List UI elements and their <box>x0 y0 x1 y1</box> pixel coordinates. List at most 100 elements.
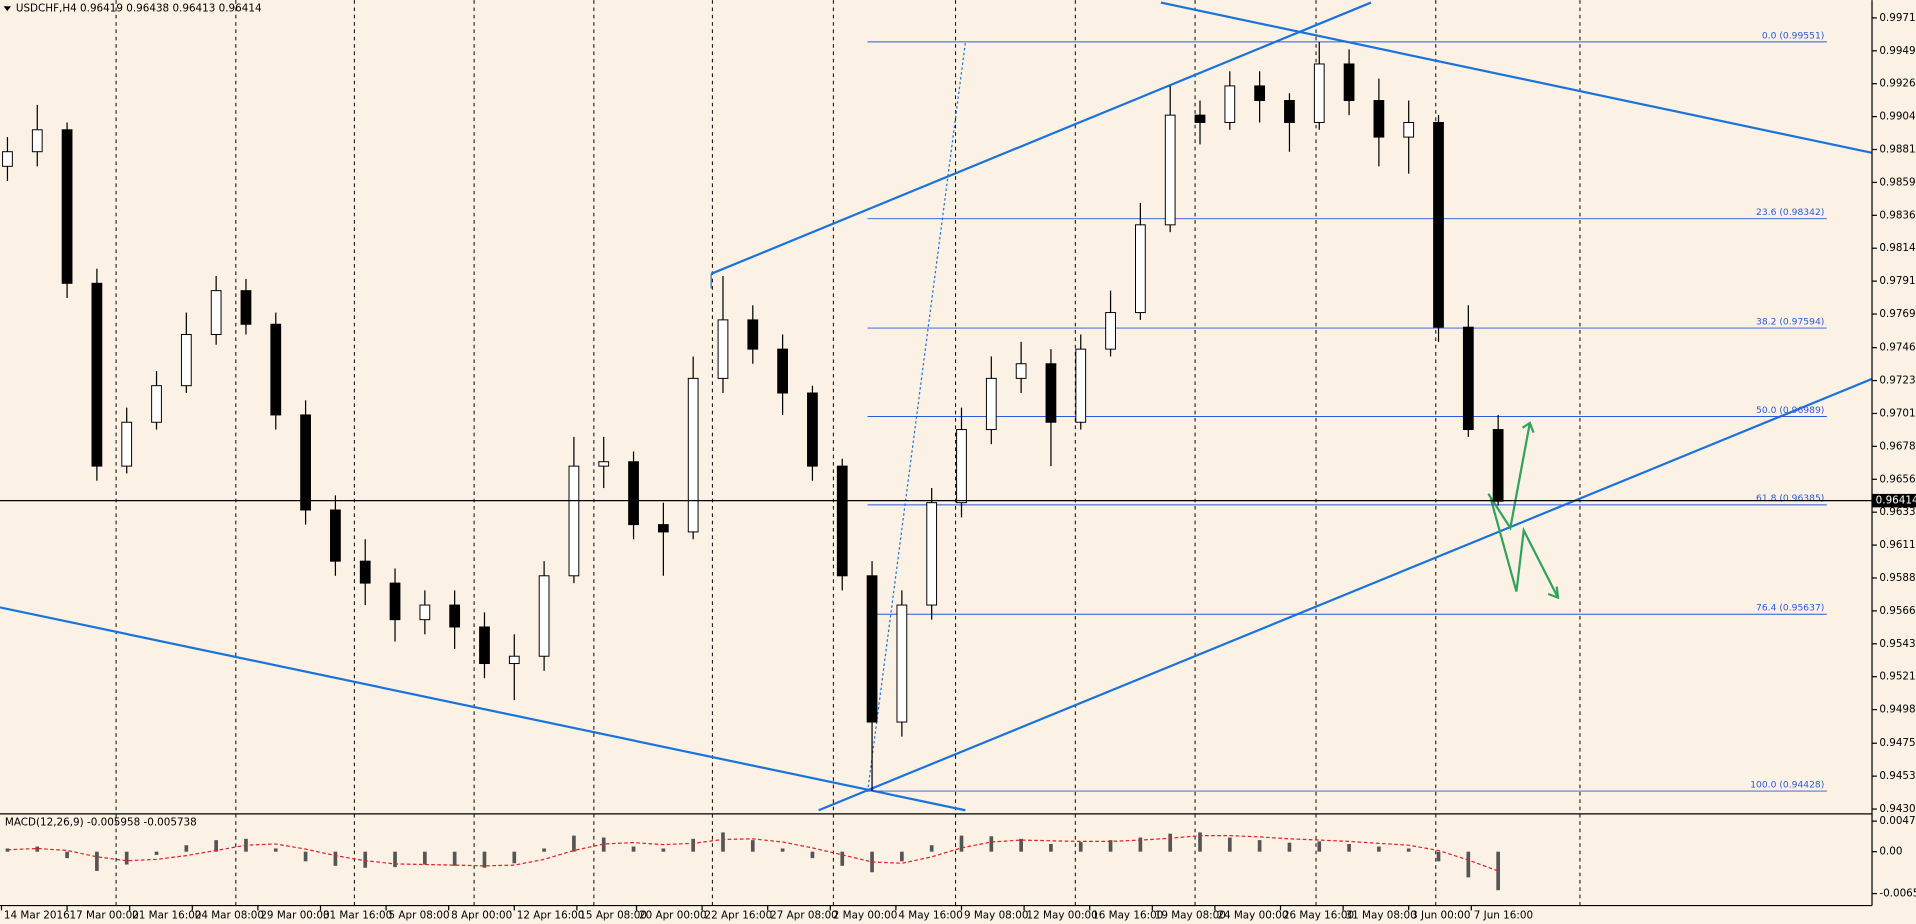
macd-bar <box>303 851 308 862</box>
y-tick-label: 0.99265 <box>1879 78 1916 90</box>
macd-bar <box>214 840 218 852</box>
macd-bar <box>1168 833 1173 852</box>
arrow-head <box>1521 421 1535 434</box>
macd-bar <box>393 851 397 868</box>
macd-bar <box>631 846 636 852</box>
trendline <box>1160 1 1873 154</box>
macd-bar <box>363 851 368 868</box>
candle-body <box>1254 85 1266 102</box>
candle-body <box>985 377 997 431</box>
x-tick-label: 29 Mar 00:00 <box>260 909 329 921</box>
candle-body <box>1105 312 1116 350</box>
chart-title: USDCHF,H4 0.96419 0.96438 0.96413 0.9641… <box>16 3 262 15</box>
macd-bar <box>95 851 99 871</box>
candle-body <box>61 129 73 284</box>
x-tick-label: 31 Mar 16:00 <box>323 909 392 921</box>
macd-bar <box>1406 848 1411 852</box>
macd-bar <box>542 848 546 852</box>
candle-body <box>1045 363 1057 423</box>
candle-body <box>210 290 222 335</box>
y-tick-label: 0.00 <box>1879 846 1902 858</box>
y-tick-label: 0.004757 <box>1879 815 1916 827</box>
macd-bar <box>840 851 845 866</box>
last-price-box <box>1872 493 1916 508</box>
candle-body <box>180 334 192 387</box>
macd-bar <box>1198 832 1202 852</box>
x-tick-label: 3 Jun 00:00 <box>1411 909 1470 921</box>
candle-body <box>1284 100 1295 123</box>
macd-bar <box>900 851 904 862</box>
x-tick-label: 2 May 00:00 <box>833 909 898 921</box>
candle-body <box>538 575 550 657</box>
y-tick-label: 0.95435 <box>1879 638 1916 650</box>
y-tick-label: 0.97915 <box>1879 275 1916 287</box>
x-tick-label: 12 Apr 16:00 <box>517 909 585 921</box>
macd-bar <box>1108 840 1113 852</box>
x-tick-label: 19 May 08:00 <box>1155 909 1226 921</box>
macd-bar <box>273 848 278 852</box>
candle-body <box>926 502 938 606</box>
candle-body <box>2 151 13 167</box>
x-tick-label: 14 Mar 2016 <box>4 909 70 921</box>
macd-bar <box>65 851 69 859</box>
candle-body <box>270 323 282 416</box>
fib-label: 100.0 (0.94428) <box>1750 779 1824 790</box>
candle-body <box>836 465 848 577</box>
candle-body <box>151 385 162 423</box>
macd-bar <box>1466 851 1471 878</box>
fib-label: 38.2 (0.97594) <box>1756 316 1824 327</box>
x-tick-label: 12 May 00:00 <box>1027 909 1098 921</box>
candle-body <box>1373 100 1385 138</box>
macd-bar <box>184 845 189 852</box>
macd-bar <box>1227 837 1232 852</box>
candle-body <box>91 282 103 467</box>
arrow-head <box>1547 586 1560 600</box>
fib-label: 76.4 (0.95637) <box>1756 603 1824 614</box>
candle-body <box>240 290 252 325</box>
candle-body <box>1492 429 1504 502</box>
macd-bar <box>333 851 338 866</box>
macd-bar <box>1347 843 1351 852</box>
candle-body <box>747 319 759 350</box>
y-tick-label: 0.97235 <box>1879 375 1916 387</box>
candle-body <box>598 461 610 467</box>
y-tick-label: 0.94985 <box>1879 704 1916 716</box>
fib-label: 23.6 (0.98342) <box>1756 207 1824 218</box>
candle-body <box>1433 121 1444 328</box>
fib-label: 0.0 (0.99551) <box>1762 30 1824 41</box>
candle-body <box>866 575 878 723</box>
candle-body <box>419 604 431 621</box>
y-tick-label: 0.95885 <box>1879 572 1916 584</box>
macd-bar <box>1317 841 1322 852</box>
macd-bar <box>989 836 994 852</box>
candle-body <box>657 524 669 533</box>
candle-body <box>956 429 967 504</box>
candle-body <box>896 604 908 723</box>
candle-body <box>508 655 520 665</box>
x-tick-label: 5 Apr 08:00 <box>389 909 450 921</box>
fib-trend <box>866 42 966 793</box>
macd-bar <box>1257 840 1262 852</box>
candle-body <box>1313 63 1325 123</box>
macd-bar <box>691 838 696 852</box>
y-tick-label: 0.98815 <box>1879 144 1916 156</box>
macd-bar <box>661 848 666 852</box>
macd-bar <box>572 835 576 852</box>
macd-bar <box>452 851 457 866</box>
trendline <box>818 377 1873 812</box>
macd-bar <box>1138 837 1143 852</box>
x-tick-label: 8 Apr 00:00 <box>451 909 512 921</box>
macd-bar <box>1287 842 1292 852</box>
trendline <box>710 1 1372 275</box>
macd-bar <box>35 846 40 852</box>
candle-body <box>359 560 371 584</box>
x-tick-label: 4 May 16:00 <box>898 909 963 921</box>
